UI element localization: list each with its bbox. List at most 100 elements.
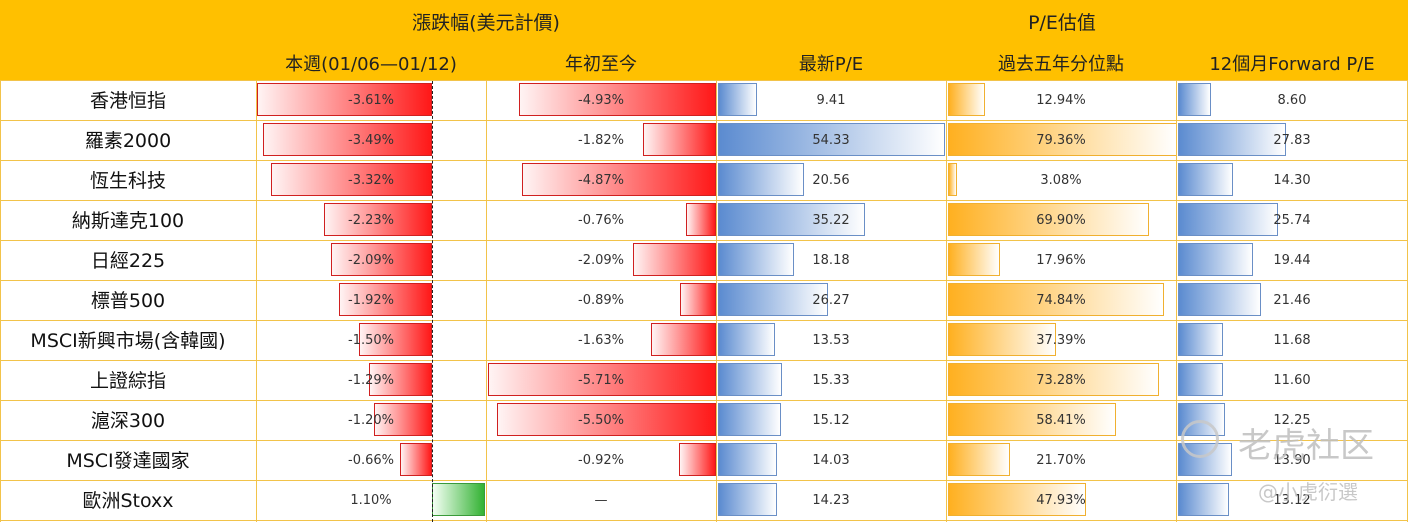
pe-value: 9.41 xyxy=(816,93,846,108)
cell-pct: 69.90% xyxy=(946,201,1176,241)
pct-bar xyxy=(948,483,1087,516)
cell-pct: 74.84% xyxy=(946,281,1176,321)
fwd-value: 13.12 xyxy=(1273,493,1311,508)
index-name: 滬深300 xyxy=(90,410,166,432)
pct-bar xyxy=(948,83,986,116)
index-name: 羅素2000 xyxy=(84,130,172,152)
pe-bar xyxy=(718,163,804,196)
pe-value: 15.12 xyxy=(812,413,850,428)
cell-pe: 18.18 xyxy=(716,241,946,281)
fwd-bar xyxy=(1178,243,1254,276)
pct-bar xyxy=(948,243,1000,276)
row-divider xyxy=(0,160,1408,161)
tiger-logo-icon xyxy=(1181,420,1219,458)
fwd-bar xyxy=(1178,203,1278,236)
cell-fwd: 13.12 xyxy=(1176,481,1408,521)
cell-pe: 14.23 xyxy=(716,481,946,521)
ytd-bar xyxy=(679,443,716,476)
week-value: -1.29% xyxy=(348,373,394,388)
cell-fwd: 8.60 xyxy=(1176,81,1408,121)
cell-pct: 3.08% xyxy=(946,161,1176,201)
ytd-value: -0.76% xyxy=(578,213,624,228)
pct-value: 37.39% xyxy=(1036,333,1086,348)
ytd-bar xyxy=(521,163,716,196)
index-name: 納斯達克100 xyxy=(71,210,185,232)
fwd-value: 19.44 xyxy=(1273,253,1311,268)
column-divider xyxy=(486,80,487,522)
fwd-value: 13.90 xyxy=(1273,453,1311,468)
pe-value: 20.56 xyxy=(812,173,850,188)
cell-pct: 47.93% xyxy=(946,481,1176,521)
column-divider xyxy=(716,80,717,522)
index-name: 歐洲Stoxx xyxy=(82,490,174,512)
cell-fwd: 21.46 xyxy=(1176,281,1408,321)
pe-bar xyxy=(718,403,782,436)
cell-fwd: 12.25 xyxy=(1176,401,1408,441)
pe-value: 14.03 xyxy=(812,453,850,468)
ytd-value: -0.92% xyxy=(578,453,624,468)
week-value: -3.49% xyxy=(348,133,394,148)
pe-value: 26.27 xyxy=(812,293,850,308)
pct-bar xyxy=(948,443,1011,476)
cell-ytd: -5.50% xyxy=(486,401,716,441)
pct-value: 73.28% xyxy=(1036,373,1086,388)
row-divider xyxy=(0,480,1408,481)
cell-week: -3.49% xyxy=(256,121,486,161)
cell-ytd: -4.87% xyxy=(486,161,716,201)
week-bar xyxy=(330,243,432,276)
row-divider xyxy=(0,440,1408,441)
pct-bar xyxy=(948,203,1150,236)
pe-bar xyxy=(718,243,794,276)
pe-bar xyxy=(718,83,758,116)
week-bar xyxy=(256,83,432,116)
fwd-bar xyxy=(1178,483,1229,516)
week-bar xyxy=(359,323,432,356)
ytd-value: -4.93% xyxy=(578,93,624,108)
row-divider xyxy=(0,200,1408,201)
pe-bar xyxy=(718,283,828,316)
ytd-value: -0.89% xyxy=(578,293,624,308)
pct-bar xyxy=(948,163,957,196)
ytd-value: -1.63% xyxy=(578,333,624,348)
week-bar xyxy=(373,403,432,436)
row-divider xyxy=(0,280,1408,281)
index-name: 標普500 xyxy=(90,290,166,312)
column-divider xyxy=(946,80,947,522)
pct-value: 12.94% xyxy=(1036,93,1086,108)
cell-pe: 20.56 xyxy=(716,161,946,201)
cell-ytd: -1.82% xyxy=(486,121,716,161)
week-bar xyxy=(323,203,432,236)
ytd-bar xyxy=(632,243,716,276)
index-name: 日經225 xyxy=(90,250,166,272)
column-header-percentile: 過去五年分位點 xyxy=(998,54,1124,75)
fwd-bar xyxy=(1178,283,1261,316)
fwd-value: 27.83 xyxy=(1273,133,1311,148)
week-value: 1.10% xyxy=(350,493,392,508)
cell-pct: 21.70% xyxy=(946,441,1176,481)
pct-bar xyxy=(948,403,1117,436)
pct-value: 74.84% xyxy=(1036,293,1086,308)
cell-week: -1.20% xyxy=(256,401,486,441)
cell-ytd: -1.63% xyxy=(486,321,716,361)
week-value: -3.32% xyxy=(348,173,394,188)
cell-week: -1.92% xyxy=(256,281,486,321)
watermark-brand: 老虎社区 xyxy=(1238,426,1374,466)
week-bar xyxy=(369,363,432,396)
fwd-value: 25.74 xyxy=(1273,213,1311,228)
column-divider xyxy=(256,80,257,522)
cell-pe: 13.53 xyxy=(716,321,946,361)
fwd-bar xyxy=(1178,363,1223,396)
ytd-bar xyxy=(650,323,716,356)
row-divider xyxy=(0,360,1408,361)
row-divider xyxy=(0,240,1408,241)
week-bar xyxy=(270,163,432,196)
pct-bar xyxy=(948,283,1164,316)
cell-week: -1.29% xyxy=(256,361,486,401)
index-name: MSCI新興市場(含韓國) xyxy=(30,330,226,352)
cell-week: -0.66% xyxy=(256,441,486,481)
ytd-bar xyxy=(685,203,716,236)
header-band xyxy=(0,0,1408,80)
ytd-value: -4.87% xyxy=(578,173,624,188)
row-divider xyxy=(0,120,1408,121)
cell-ytd: -2.09% xyxy=(486,241,716,281)
